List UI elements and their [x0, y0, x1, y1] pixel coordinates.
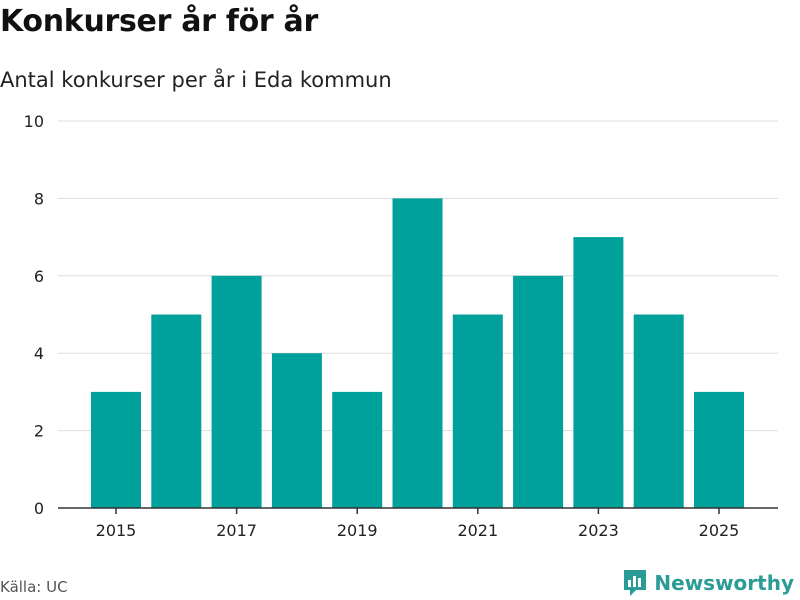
bar-2017 — [211, 275, 262, 508]
x-tick-label: 2015 — [96, 521, 137, 540]
chart-subtitle: Antal konkurser per år i Eda kommun — [0, 68, 392, 92]
y-tick-label: 4 — [34, 344, 44, 363]
bar-2015 — [91, 391, 141, 508]
brand-name: Newsworthy — [654, 571, 794, 595]
x-tick-label: 2019 — [337, 521, 378, 540]
bar-2019 — [332, 391, 383, 508]
bar-2025 — [694, 391, 744, 508]
y-tick-label: 2 — [34, 422, 44, 441]
bar-2023 — [573, 237, 624, 508]
y-tick-label: 8 — [34, 189, 44, 208]
x-tick-label: 2017 — [216, 521, 257, 540]
x-tick-label: 2021 — [457, 521, 498, 540]
chart-title: Konkurser år för år — [0, 4, 318, 39]
bar-2024 — [633, 314, 684, 508]
y-tick-label: 6 — [34, 267, 44, 286]
newsworthy-logo-icon — [624, 570, 647, 596]
bar-2018 — [271, 353, 322, 508]
bar-2016 — [151, 314, 202, 508]
bar-2022 — [513, 275, 564, 508]
bar-2021 — [452, 314, 503, 508]
x-tick-label: 2025 — [699, 521, 740, 540]
brand-logo: Newsworthy — [622, 568, 794, 598]
y-tick-label: 10 — [24, 112, 44, 131]
y-tick-label: 0 — [34, 499, 44, 518]
bar-2020 — [392, 198, 443, 508]
x-tick-label: 2023 — [578, 521, 619, 540]
source-note: Källa: UC — [0, 578, 68, 596]
bar-chart: 0 2 4 6 8 10 2015 2017 2019 2021 2023 2025 — [24, 112, 778, 540]
